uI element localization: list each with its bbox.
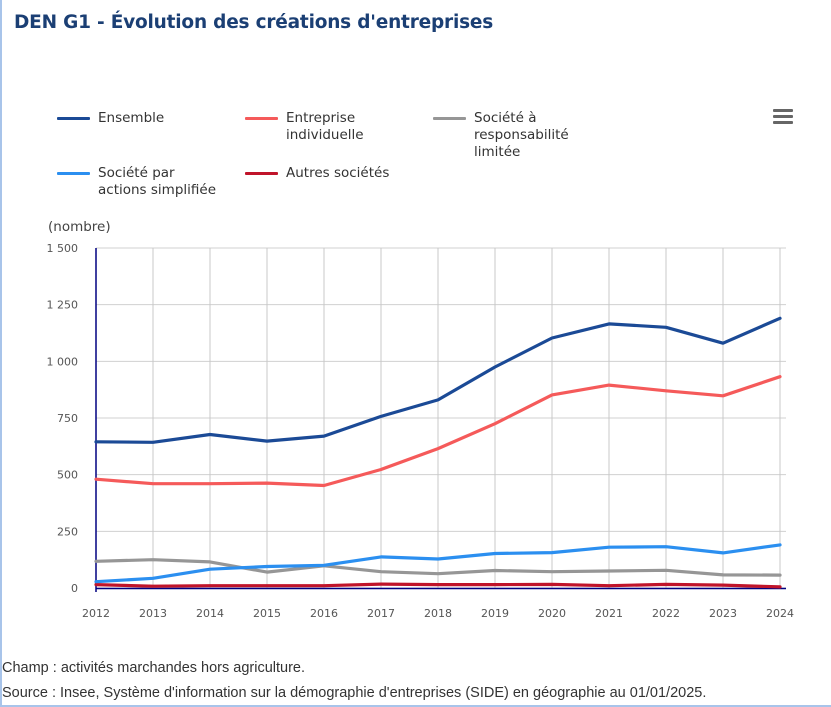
- y-tick-label: 0: [71, 582, 78, 595]
- x-tick-label: 2023: [709, 607, 737, 620]
- hamburger-menu-icon[interactable]: [773, 109, 793, 127]
- source-note: Source : Insee, Système d'information su…: [2, 685, 707, 701]
- y-axis-label: (nombre): [48, 219, 111, 235]
- series-line-societe-par-actions-simplifiee: [94, 543, 782, 584]
- legend-swatch: [245, 117, 278, 120]
- legend-label: Autres sociétés: [286, 165, 390, 181]
- menu-bar: [773, 109, 793, 112]
- legend-label: Ensemble: [98, 110, 165, 126]
- series-line-ensemble: [94, 316, 782, 444]
- legend-item[interactable]: Ensemble: [57, 110, 164, 127]
- champ-note: Champ : activités marchandes hors agricu…: [2, 660, 306, 676]
- legend-swatch: [245, 172, 278, 175]
- y-tick-label: 250: [57, 525, 78, 538]
- x-tick-label: 2014: [196, 607, 224, 620]
- menu-bar: [773, 121, 793, 124]
- y-tick-label: 500: [57, 469, 78, 482]
- legend-label: Entreprise individuelle: [286, 110, 364, 143]
- chart-title: DEN G1 - Évolution des créations d'entre…: [14, 12, 494, 33]
- y-tick-label: 750: [57, 412, 78, 425]
- legend-item[interactable]: Entreprise individuelle: [245, 110, 364, 144]
- legend-item[interactable]: Autres sociétés: [245, 165, 389, 182]
- series-line-autres-societes: [94, 582, 782, 589]
- legend-swatch: [57, 117, 90, 120]
- x-tick-label: 2016: [310, 607, 338, 620]
- x-tick-label: 2015: [253, 607, 281, 620]
- legend-item[interactable]: Société par actions simplifiée: [57, 165, 216, 199]
- x-tick-label: 2020: [538, 607, 566, 620]
- legend-item[interactable]: Société à responsabilité limitée: [433, 110, 569, 161]
- x-tick-label: 2013: [139, 607, 167, 620]
- x-tick-label: 2012: [82, 607, 110, 620]
- legend-label: Société à responsabilité limitée: [474, 110, 569, 160]
- y-tick-label: 1 500: [47, 242, 79, 255]
- menu-bar: [773, 115, 793, 118]
- legend-swatch: [433, 117, 466, 120]
- legend-label: Société par actions simplifiée: [98, 165, 216, 198]
- x-tick-label: 2018: [424, 607, 452, 620]
- x-tick-label: 2021: [595, 607, 623, 620]
- x-tick-label: 2017: [367, 607, 395, 620]
- series-line-entreprise-individuelle: [94, 375, 782, 488]
- legend-swatch: [57, 172, 90, 175]
- x-tick-label: 2024: [766, 607, 794, 620]
- line-chart: 0 250 500 750 1 000 1 250 1 500 2012 2013 2014 201…: [47, 242, 795, 620]
- x-tick-label: 2019: [481, 607, 509, 620]
- series-line-societe-a-responsabilite-limitee: [94, 558, 782, 577]
- y-tick-label: 1 000: [47, 355, 79, 368]
- x-tick-label: 2022: [652, 607, 680, 620]
- y-tick-label: 1 250: [47, 299, 79, 312]
